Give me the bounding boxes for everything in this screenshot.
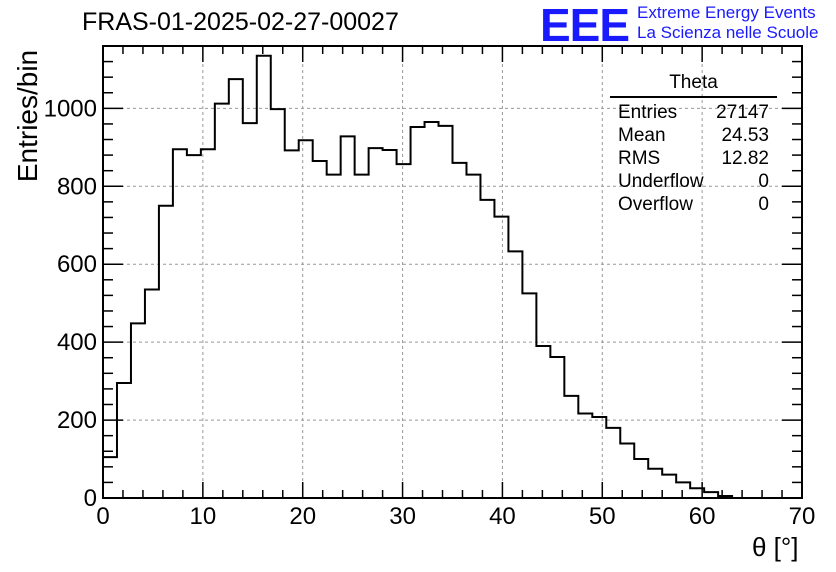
y-axis-label: Entries/bin <box>12 49 43 183</box>
y-tick-label: 200 <box>57 407 97 434</box>
grid <box>103 46 802 498</box>
stats-row-entries: Entries 27147 <box>610 101 777 124</box>
y-tick-label: 800 <box>57 173 97 200</box>
histogram-series <box>102 54 802 499</box>
x-tick-label: 60 <box>689 503 716 530</box>
x-tick-label: 70 <box>789 503 816 530</box>
stats-label: Overflow <box>618 194 693 215</box>
stats-label: Underflow <box>618 171 704 192</box>
stats-label: RMS <box>618 148 661 169</box>
stats-value: 0 <box>758 171 769 192</box>
eee-logo: EEE <box>540 0 630 51</box>
page-title: FRAS-01-2025-02-27-00027 <box>82 8 399 36</box>
y-tick-label: 1000 <box>44 95 97 122</box>
stats-box: Theta Entries 27147 Mean 24.53 RMS 12.82… <box>610 72 777 216</box>
stats-row-rms: RMS 12.82 <box>610 147 777 170</box>
stats-value: 24.53 <box>721 125 769 146</box>
stats-title: Theta <box>610 72 777 98</box>
x-tick-label: 0 <box>96 503 109 530</box>
tick-labels: 0 10 20 30 40 50 60 70 0 200 400 600 800 1000 <box>44 95 816 530</box>
stats-value: 0 <box>758 194 769 215</box>
x-tick-label: 40 <box>489 503 516 530</box>
y-tick-label: 400 <box>57 329 97 356</box>
x-axis-label: θ [°] <box>752 532 799 562</box>
stats-row-mean: Mean 24.53 <box>610 124 777 147</box>
y-tick-label: 0 <box>84 485 97 512</box>
x-tick-label: 30 <box>389 503 416 530</box>
stats-row-underflow: Underflow 0 <box>610 170 777 193</box>
stats-row-overflow: Overflow 0 <box>610 193 777 216</box>
stats-value: 27147 <box>716 102 769 123</box>
x-tick-label: 10 <box>190 503 217 530</box>
eee-logo-line1: Extreme Energy Events <box>637 3 816 22</box>
x-tick-label: 50 <box>589 503 616 530</box>
stats-label: Mean <box>618 125 666 146</box>
x-tick-label: 20 <box>289 503 316 530</box>
plot-frame <box>102 45 803 499</box>
stats-label: Entries <box>618 102 678 123</box>
y-tick-label: 600 <box>57 251 97 278</box>
axis-ticks <box>102 45 803 499</box>
stats-value: 12.82 <box>721 148 769 169</box>
eee-logo-line2: La Scienza nelle Scuole <box>637 23 819 42</box>
